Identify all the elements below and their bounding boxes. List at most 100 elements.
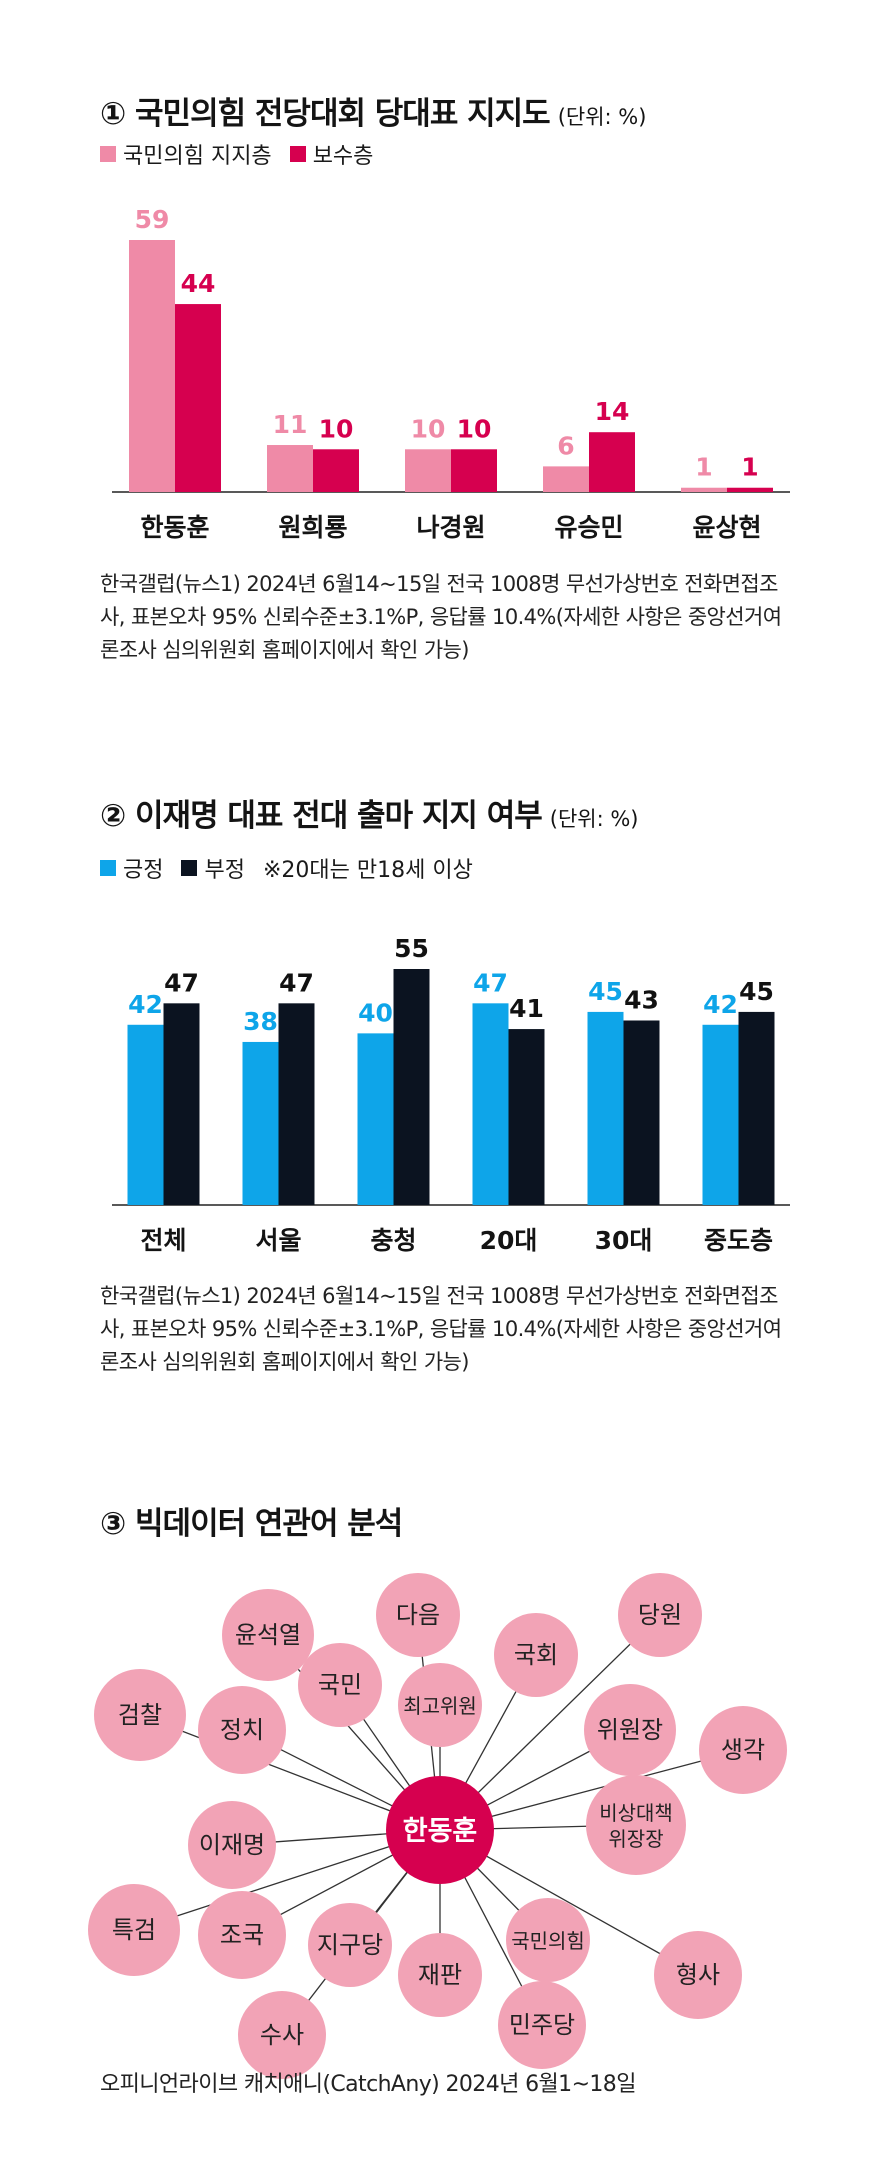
bar	[242, 1041, 279, 1205]
keyword-bubble	[699, 1706, 787, 1794]
bar	[278, 1003, 315, 1205]
keyword-node: 재판	[398, 1933, 482, 2017]
data-label: 10	[457, 414, 492, 443]
data-label: 44	[181, 269, 216, 298]
keyword-bubble	[398, 1933, 482, 2017]
bar	[472, 1003, 509, 1205]
legend-swatch	[100, 146, 116, 162]
chart2-title: ② 이재명 대표 전대 출마 지지 여부 (단위: %)	[100, 790, 639, 835]
data-label: 10	[319, 414, 354, 443]
legend-swatch	[289, 146, 306, 162]
keyword-node: 위원장	[584, 1684, 676, 1776]
keyword-bubble	[308, 1903, 392, 1987]
data-label: 47	[164, 968, 199, 997]
keyword-node: 생각	[699, 1706, 787, 1794]
keyword-node: 당원	[618, 1573, 702, 1657]
data-label: 55	[394, 934, 429, 963]
keyword-node: 국민	[298, 1643, 382, 1727]
category-label: 전체	[140, 1226, 186, 1255]
center-label: 한동훈	[403, 1816, 478, 1847]
bar	[702, 1024, 739, 1205]
keyword-label: 당원	[638, 1601, 682, 1629]
bar	[267, 445, 313, 492]
chart2-title-text: ② 이재명 대표 전대 출마 지지 여부	[100, 798, 543, 834]
bar	[163, 1003, 200, 1205]
keyword-label: 국회	[514, 1641, 558, 1669]
category-label: 유승민	[554, 513, 623, 540]
chart1-source: 한국갤럽(뉴스1) 2024년 6월14~15일 전국 1008명 무선가상번호…	[100, 572, 782, 662]
bar	[727, 487, 773, 492]
data-label: 38	[243, 1007, 278, 1036]
bar	[738, 1011, 775, 1205]
category-label: 한동훈	[140, 513, 209, 540]
legend-swatch	[181, 860, 198, 876]
keyword-label: 생각	[721, 1736, 765, 1764]
keyword-node: 형사	[654, 1931, 742, 2019]
chart2-legend: 긍정 부정 ※20대는 만18세 이상	[100, 852, 473, 884]
legend-label: 국민의힘 지지층	[123, 144, 272, 169]
keyword-node: 최고위원	[398, 1663, 482, 1747]
category-label: 원희룡	[278, 513, 347, 540]
keyword-bubble	[298, 1643, 382, 1727]
keyword-label: 수사	[260, 2021, 304, 2049]
legend-label: 보수층	[312, 144, 374, 169]
keyword-label: 검찰	[118, 1701, 162, 1729]
keyword-label: 국민의힘	[511, 1929, 585, 1953]
keyword-label: 재판	[418, 1961, 462, 1989]
chart2-section: ② 이재명 대표 전대 출마 지지 여부 (단위: %) 긍정 부정 ※20대는 만1…	[100, 790, 790, 1374]
data-label: 40	[358, 998, 393, 1027]
keyword-bubble	[654, 1931, 742, 2019]
chart1-legend: 국민의힘 지지층 보수층	[100, 138, 381, 170]
bar	[451, 449, 497, 492]
keyword-label: 민주당	[509, 2011, 575, 2039]
data-label: 1	[695, 453, 712, 482]
data-label: 45	[739, 977, 774, 1006]
keyword-label: 지구당	[317, 1931, 383, 1959]
keyword-bubble	[88, 1884, 180, 1976]
keyword-node: 국회	[494, 1613, 578, 1697]
chart1-title: ① 국민의힘 전당대회 당대표 지지도 (단위: %)	[100, 88, 646, 133]
keyword-bubble	[198, 1686, 286, 1774]
bar	[543, 466, 589, 492]
keyword-label: 비상대책	[599, 1801, 673, 1825]
legend-item: 부정	[181, 852, 245, 884]
data-label: 42	[703, 990, 738, 1019]
keyword-node: 민주당	[498, 1981, 586, 2069]
keyword-node: 조국	[198, 1891, 286, 1979]
keyword-bubble	[398, 1663, 482, 1747]
bar	[587, 1011, 624, 1205]
keyword-node: 특검	[88, 1884, 180, 1976]
keyword-node: 이재명	[188, 1801, 276, 1889]
legend-note: ※20대는 만18세 이상	[262, 858, 473, 883]
bar	[508, 1029, 545, 1205]
keyword-bubble	[222, 1589, 314, 1681]
keyword-label: 형사	[676, 1961, 720, 1989]
keyword-label: 위장장	[608, 1827, 663, 1851]
data-label: 41	[509, 994, 544, 1023]
keyword-bubble	[376, 1573, 460, 1657]
chart3-title: ③ 빅데이터 연관어 분석	[100, 1506, 403, 1542]
legend-item: 국민의힘 지지층	[100, 138, 272, 170]
keyword-node: 지구당	[308, 1903, 392, 1987]
category-label: 충청	[370, 1226, 416, 1255]
bar	[357, 1033, 394, 1205]
keyword-label: 정치	[220, 1716, 264, 1744]
data-label: 45	[588, 977, 623, 1006]
data-label: 10	[411, 414, 446, 443]
keyword-label: 이재명	[199, 1831, 265, 1859]
keyword-label: 다음	[396, 1601, 440, 1629]
keyword-bubble	[584, 1684, 676, 1776]
data-label: 1	[741, 453, 758, 482]
bar	[175, 304, 221, 492]
keyword-label: 특검	[112, 1916, 156, 1944]
data-label: 14	[595, 397, 630, 426]
keyword-label: 조국	[220, 1921, 264, 1949]
keyword-label: 윤석열	[235, 1621, 301, 1649]
legend-item: 긍정	[100, 852, 163, 884]
data-label: 47	[279, 968, 314, 997]
data-label: 6	[557, 431, 574, 460]
